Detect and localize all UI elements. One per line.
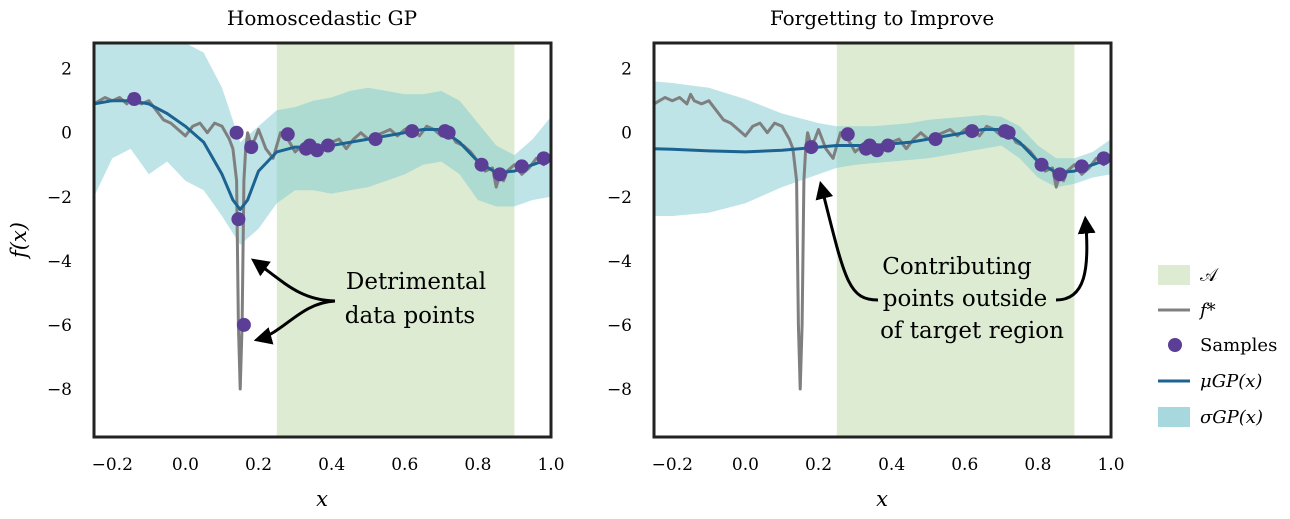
- sample-point: [928, 132, 943, 147]
- sample-point: [280, 127, 295, 142]
- panel-title: Homoscedastic GP: [227, 6, 417, 30]
- sample-point: [1034, 157, 1049, 172]
- sample-point: [405, 124, 420, 139]
- sample-point: [441, 125, 456, 140]
- plot-area: [94, 43, 551, 437]
- y-tick-labels: 2 0 −2 −4 −6 −8: [607, 60, 632, 400]
- annotation-arrow: [815, 180, 879, 302]
- panel-homoscedastic: Homoscedastic GP −0.2 0.0 0.2 0.4 0.6 0.8 1.0 …: [7, 6, 565, 511]
- y-tick-label: −4: [607, 252, 632, 272]
- axes-frame: [92, 41, 553, 439]
- plot-area: [654, 43, 1111, 437]
- x-axis-label: x: [876, 487, 888, 511]
- y-tick-labels: 2 0 −2 −4 −6 −8: [47, 60, 72, 400]
- annotation-line: data points: [345, 303, 476, 329]
- sample-point: [127, 92, 142, 107]
- annotation-line: points outside: [883, 286, 1048, 312]
- sample-point: [514, 159, 529, 174]
- y-tick-label: 0: [621, 124, 632, 144]
- sample-point: [310, 143, 325, 158]
- legend-marker: [1168, 338, 1182, 352]
- y-tick-label: −2: [47, 188, 72, 208]
- sample-point: [536, 151, 551, 166]
- y-tick-label: −8: [47, 380, 72, 400]
- x-tick-label: 0.6: [951, 455, 978, 475]
- annotation: Contributing points outside of target re…: [815, 180, 1096, 344]
- x-tick-label: 0.2: [805, 455, 832, 475]
- y-tick-label: 0: [61, 124, 72, 144]
- legend: 𝒜f* Samples μGP(x) σGP(x): [1158, 265, 1277, 428]
- x-tick-label: −0.2: [652, 455, 693, 475]
- x-axis-label: x: [316, 487, 328, 511]
- legend-label: σGP(x): [1200, 407, 1263, 428]
- sample-point: [870, 143, 885, 158]
- x-tick-label: 0.4: [318, 455, 345, 475]
- legend-label: Samples: [1200, 335, 1277, 356]
- sample-point: [1096, 151, 1111, 166]
- annotation-arrow: [253, 299, 336, 345]
- x-tick-label: 0.2: [245, 455, 272, 475]
- x-tick-label: 0.8: [1024, 455, 1051, 475]
- sample-point: [804, 140, 819, 155]
- legend-label: f*: [1198, 300, 1216, 321]
- y-tick-label: −2: [607, 188, 632, 208]
- panel-title: Forgetting to Improve: [770, 6, 994, 30]
- y-tick-label: −6: [607, 316, 632, 336]
- legend-item-target: 𝒜: [1158, 265, 1219, 286]
- sample-point: [368, 132, 383, 147]
- sample-point: [236, 317, 251, 332]
- x-tick-label: 0.4: [878, 455, 905, 475]
- annotation-line: of target region: [880, 318, 1064, 344]
- legend-item-sigma: σGP(x): [1158, 407, 1263, 428]
- sample-point: [965, 124, 980, 139]
- y-axis-label: f(x): [7, 222, 31, 260]
- y-tick-label: 2: [61, 60, 72, 80]
- sample-point: [840, 127, 855, 142]
- y-tick-label: −6: [47, 316, 72, 336]
- y-tick-label: 2: [621, 60, 632, 80]
- sample-point: [1074, 159, 1089, 174]
- annotation-arrow: [1055, 215, 1096, 302]
- sample-point: [231, 212, 246, 227]
- legend-item-samples: Samples: [1168, 335, 1277, 356]
- y-tick-label: −4: [47, 252, 72, 272]
- sample-point: [244, 140, 259, 155]
- annotation-line: Detrimental: [346, 269, 486, 295]
- legend-item-fstar: f*: [1158, 300, 1216, 321]
- legend-item-mu: μGP(x): [1158, 371, 1262, 392]
- x-tick-label: −0.2: [92, 455, 133, 475]
- x-tick-labels: −0.2 0.0 0.2 0.4 0.6 0.8 1.0: [92, 455, 565, 475]
- annotation-line: Contributing: [882, 254, 1032, 280]
- legend-swatch: [1158, 407, 1190, 427]
- x-tick-label: 0.0: [172, 455, 199, 475]
- axes-frame: [652, 41, 1113, 439]
- legend-label: μGP(x): [1200, 371, 1262, 392]
- x-tick-label: 0.0: [732, 455, 759, 475]
- sample-point: [880, 138, 895, 153]
- x-tick-label: 0.6: [391, 455, 418, 475]
- sample-point: [229, 125, 244, 140]
- sample-point: [1052, 167, 1067, 182]
- annotation: Detrimental data points: [250, 258, 486, 345]
- y-tick-label: −8: [607, 380, 632, 400]
- sample-point: [320, 138, 335, 153]
- x-tick-label: 0.8: [464, 455, 491, 475]
- annotation-arrow: [250, 258, 336, 303]
- panel-forgetting: Forgetting to Improve −0.2 0.0 0.2 0.4 0.6 0.…: [607, 6, 1125, 511]
- x-tick-labels: −0.2 0.0 0.2 0.4 0.6 0.8 1.0: [652, 455, 1125, 475]
- sample-point: [492, 167, 507, 182]
- sample-point: [474, 157, 489, 172]
- x-tick-label: 1.0: [1097, 455, 1124, 475]
- sample-point: [1001, 125, 1016, 140]
- legend-label: 𝒜: [1200, 265, 1219, 286]
- legend-swatch: [1158, 265, 1190, 285]
- x-tick-label: 1.0: [537, 455, 564, 475]
- target-region: [836, 43, 1075, 437]
